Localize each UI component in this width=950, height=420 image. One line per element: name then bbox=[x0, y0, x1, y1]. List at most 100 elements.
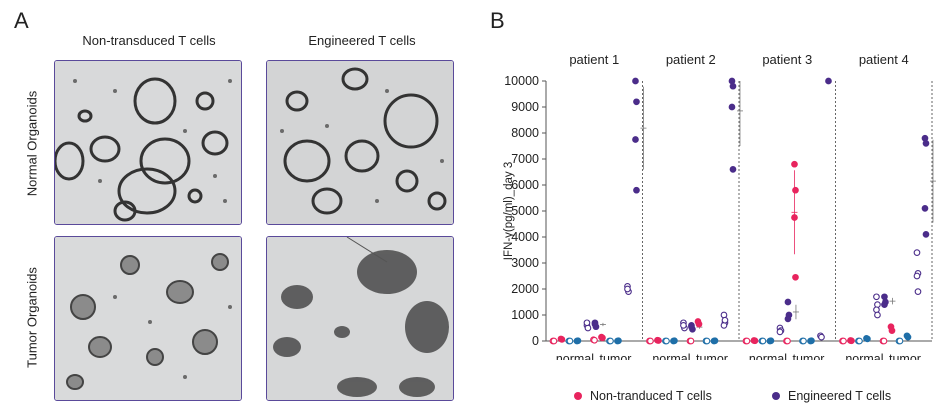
micrograph-normal-engineered-image bbox=[267, 61, 453, 224]
micrograph-normal-nontransduced bbox=[54, 60, 242, 225]
data-point bbox=[615, 337, 622, 345]
row-title-tumor: Tumor Organoids bbox=[24, 267, 40, 368]
data-point bbox=[784, 298, 792, 306]
data-point bbox=[633, 186, 640, 194]
data-point bbox=[914, 288, 922, 295]
data-point bbox=[671, 337, 678, 345]
data-point bbox=[792, 273, 799, 281]
facet-title: patient 1 bbox=[569, 52, 619, 67]
data-point bbox=[633, 98, 640, 106]
x-category-label: normal bbox=[652, 352, 690, 360]
data-point bbox=[922, 140, 930, 147]
legend-engineered-label: Engineered T cells bbox=[788, 389, 892, 403]
data-point bbox=[688, 323, 695, 331]
y-tick-label: 2000 bbox=[511, 282, 539, 296]
data-point bbox=[776, 328, 784, 336]
y-tick-label: 5000 bbox=[511, 204, 539, 218]
x-category-label: tumor bbox=[889, 352, 921, 360]
x-category-label: tumor bbox=[696, 352, 728, 360]
ifng-scatter-chart: 0 1000 2000 3000 4000 5000 6000 7000 8000 9000 100… bbox=[503, 52, 936, 360]
data-point bbox=[591, 336, 598, 344]
data-point bbox=[913, 249, 921, 256]
data-point bbox=[921, 134, 929, 142]
y-tick-label: 9000 bbox=[511, 100, 539, 114]
legend-nontransduced: Non-tranduced T cells bbox=[574, 389, 712, 403]
data-point bbox=[880, 337, 888, 345]
facet-title: patient 2 bbox=[666, 52, 716, 67]
col-title-nontransduced: Non-transduced T cells bbox=[82, 33, 216, 48]
y-tick-label: 8000 bbox=[511, 126, 539, 140]
data-point bbox=[881, 301, 888, 308]
data-point bbox=[599, 334, 606, 342]
y-tick-label: 4000 bbox=[511, 230, 539, 244]
data-point bbox=[721, 316, 729, 324]
data-point bbox=[720, 311, 728, 319]
data-point bbox=[896, 337, 904, 345]
legend-nontransduced-label: Non-tranduced T cells bbox=[590, 389, 712, 403]
data-point bbox=[881, 293, 888, 301]
y-tick-label: 7000 bbox=[511, 152, 539, 166]
y-tick-label: 0 bbox=[532, 334, 539, 348]
y-tick-label: 6000 bbox=[511, 178, 539, 192]
data-point bbox=[759, 337, 767, 345]
panel-a-letter: A bbox=[14, 8, 29, 33]
row-title-normal: Normal Organoids bbox=[24, 90, 40, 197]
legend-engineered: Engineered T cells bbox=[772, 389, 891, 403]
data-point bbox=[574, 337, 582, 345]
x-category-label: normal bbox=[749, 352, 787, 360]
data-point bbox=[695, 320, 703, 328]
micrograph-normal-engineered bbox=[266, 60, 454, 225]
data-point bbox=[864, 335, 871, 343]
x-category-label: normal bbox=[556, 352, 594, 360]
data-point bbox=[792, 186, 799, 194]
data-point bbox=[818, 333, 825, 341]
micrograph-tumor-nontransduced-image bbox=[55, 237, 241, 400]
y-tick-label: 1000 bbox=[511, 308, 539, 322]
data-point bbox=[663, 337, 670, 345]
panel-b-letter: B bbox=[490, 8, 505, 33]
micrograph-tumor-engineered-image bbox=[267, 237, 453, 400]
data-point bbox=[584, 324, 592, 332]
data-point bbox=[874, 311, 881, 319]
data-point bbox=[632, 136, 639, 143]
data-point bbox=[647, 337, 654, 345]
data-point bbox=[566, 337, 574, 345]
micrograph-tumor-engineered bbox=[266, 236, 454, 401]
data-point bbox=[800, 337, 807, 345]
data-point bbox=[848, 337, 855, 345]
data-point bbox=[874, 301, 881, 308]
data-point bbox=[680, 322, 687, 329]
y-tick-label: 3000 bbox=[511, 256, 539, 270]
data-point bbox=[791, 160, 798, 168]
data-point bbox=[840, 337, 847, 345]
x-category-label: tumor bbox=[600, 352, 632, 360]
data-point bbox=[751, 337, 759, 345]
data-point bbox=[873, 306, 880, 314]
data-point bbox=[687, 337, 695, 345]
data-point bbox=[729, 166, 737, 173]
data-point bbox=[728, 103, 736, 111]
data-point bbox=[655, 337, 662, 344]
y-tick-label: 10000 bbox=[504, 74, 539, 88]
data-point bbox=[825, 77, 832, 85]
data-point bbox=[743, 337, 751, 345]
legend-nontransduced-swatch bbox=[574, 392, 582, 400]
data-point bbox=[558, 336, 566, 343]
data-point bbox=[921, 205, 929, 212]
legend-engineered-swatch bbox=[772, 392, 780, 400]
data-point bbox=[904, 333, 912, 341]
data-point bbox=[607, 337, 614, 345]
data-point bbox=[922, 231, 930, 238]
data-point bbox=[913, 272, 921, 280]
micrograph-normal-nontransduced-image bbox=[55, 61, 241, 224]
data-point bbox=[808, 337, 815, 345]
data-point bbox=[784, 337, 791, 345]
micrograph-tumor-nontransduced bbox=[54, 236, 242, 401]
y-axis-label: IFN-γ(pg/ml)_day 3 bbox=[503, 162, 515, 260]
data-point bbox=[873, 293, 880, 301]
data-point bbox=[767, 337, 775, 345]
data-point bbox=[550, 337, 558, 345]
x-category-label: tumor bbox=[793, 352, 825, 360]
data-point bbox=[624, 285, 631, 293]
facet-title: patient 4 bbox=[859, 52, 909, 67]
